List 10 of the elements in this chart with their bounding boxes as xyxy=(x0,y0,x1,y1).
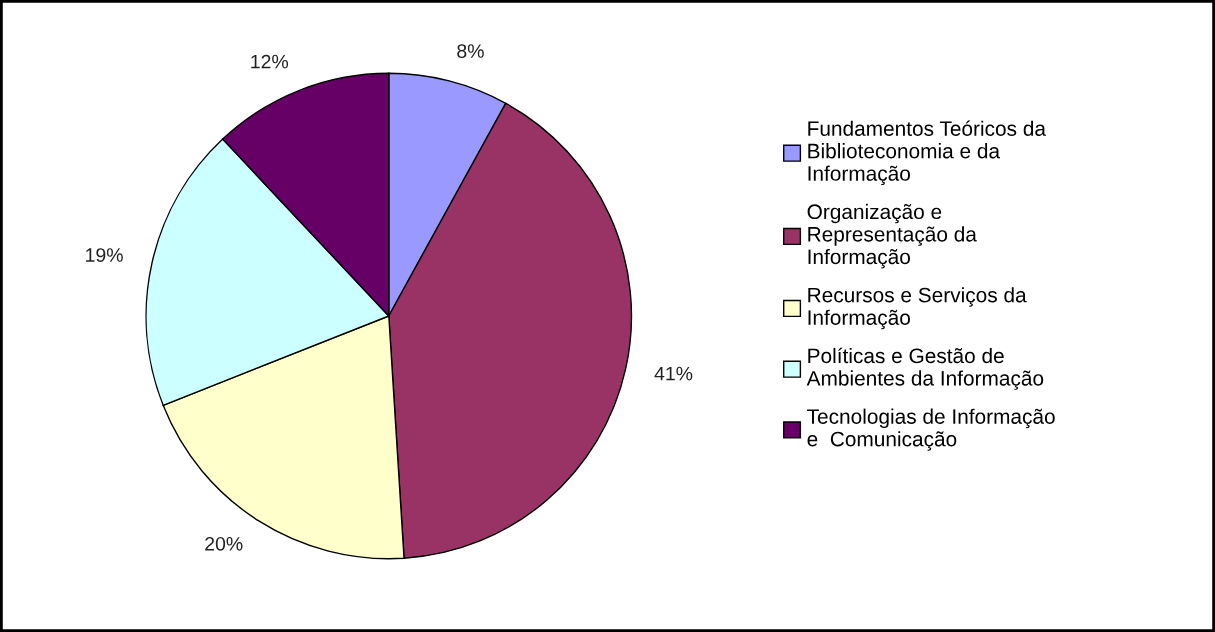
data-label: 41% xyxy=(654,366,693,381)
data-label: 12% xyxy=(251,54,289,69)
legend-label: Recursos e Serviços da Informação xyxy=(808,287,1027,330)
data-label: 20% xyxy=(205,536,243,551)
data-label: 19% xyxy=(86,248,123,262)
legend-label: Fundamentos Teóricos da Biblioteconomia e da Informação xyxy=(808,120,1046,186)
legend-label: Políticas e Gestão de Ambientes da Informação xyxy=(806,347,1044,390)
data-label: 8% xyxy=(457,44,484,58)
legend-label: Tecnologias de Informação e Comunicação xyxy=(807,408,1055,451)
legend-label: Organização e Representação da Informação xyxy=(807,203,977,269)
